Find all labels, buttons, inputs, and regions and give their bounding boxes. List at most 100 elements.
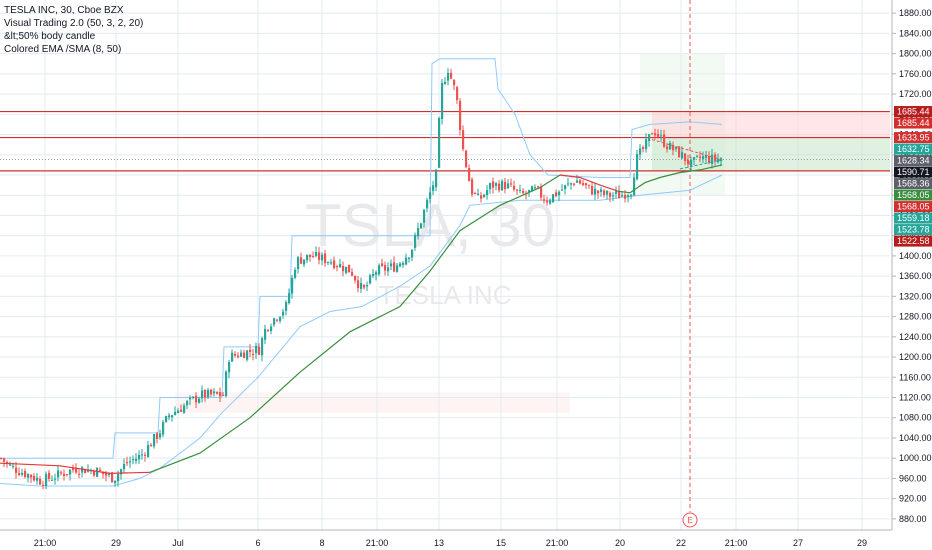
candle-body <box>45 474 48 487</box>
candle-body <box>642 147 645 149</box>
candle-body <box>462 130 465 150</box>
candle-body <box>381 263 384 266</box>
y-tick-label: 1840.00 <box>899 28 932 38</box>
candle-body <box>141 454 144 456</box>
candle-body <box>408 257 411 260</box>
candle-body <box>429 192 432 199</box>
candle-body <box>66 474 69 476</box>
candle-body <box>15 467 18 473</box>
candle-body <box>327 261 330 263</box>
candle-body <box>336 266 339 268</box>
candle-body <box>564 185 567 190</box>
candle-body <box>249 349 252 352</box>
candle-body <box>42 484 45 486</box>
candle-body <box>201 390 204 399</box>
candle-body <box>609 192 612 197</box>
x-tick-label: Jul <box>172 538 184 548</box>
candle-body <box>216 391 219 394</box>
candle-body <box>273 318 276 325</box>
price-badge <box>894 178 932 190</box>
x-tick-label: 8 <box>319 538 324 548</box>
candle-body <box>474 192 477 194</box>
candle-body <box>519 189 522 191</box>
candle-body <box>192 396 195 398</box>
candle-body <box>126 462 129 464</box>
price-badge-label: 1568.05 <box>897 202 930 212</box>
projection-line <box>679 159 723 170</box>
candle-body <box>234 354 237 356</box>
candle-body <box>594 188 597 195</box>
y-tick-label: 1240.00 <box>899 332 932 342</box>
candle-body <box>153 434 156 447</box>
candle-body <box>597 190 600 194</box>
y-tick-label: 1760.00 <box>899 69 932 79</box>
ema-green-line <box>617 164 723 194</box>
x-tick-label: 20 <box>615 538 625 548</box>
candle-body <box>9 464 12 466</box>
price-badge-label: 1632.75 <box>897 144 930 154</box>
legend-indicator-body-candle[interactable]: &lt;50% body candle <box>4 31 96 42</box>
candle-body <box>507 183 510 189</box>
candle-body <box>258 346 261 355</box>
legend-title[interactable]: TESLA INC, 30, Cboe BZX <box>4 5 124 16</box>
candle-body <box>711 154 714 164</box>
candle-body <box>81 467 84 473</box>
candle-body <box>213 391 216 394</box>
candle-body <box>60 472 63 474</box>
candle-body <box>147 445 150 457</box>
x-tick-label: 21:00 <box>546 538 569 548</box>
price-badge-label: 1568.36 <box>897 179 930 189</box>
candle-body <box>660 135 663 137</box>
candle-body <box>288 293 291 304</box>
candle-body <box>459 100 462 131</box>
x-tick-label: 21:00 <box>34 538 57 548</box>
candle-body <box>48 472 51 479</box>
candle-body <box>648 134 651 142</box>
candle-body <box>630 194 633 197</box>
candle-body <box>285 302 288 311</box>
price-badge <box>894 201 932 213</box>
candle-body <box>576 180 579 183</box>
price-badge-label: 1522.58 <box>897 236 930 246</box>
candle-body <box>663 134 666 147</box>
legend-indicator-visual-trading[interactable]: Visual Trading 2.0 (50, 3, 2, 20) <box>4 18 144 29</box>
candle-body <box>111 472 114 483</box>
ema-green-line <box>149 174 561 473</box>
candle-body <box>603 190 606 195</box>
y-tick-label: 1280.00 <box>899 312 932 322</box>
price-badge-label: 1568.05 <box>897 190 930 200</box>
candle-body <box>606 190 609 195</box>
price-badge <box>894 117 932 129</box>
legend-indicator-ema-sma[interactable]: Colored EMA /SMA (8, 50) <box>4 44 122 55</box>
candle-body <box>267 329 270 331</box>
candle-body <box>699 156 702 158</box>
candle-body <box>3 458 6 462</box>
candle-body <box>666 146 669 150</box>
candle-body <box>396 265 399 272</box>
candle-body <box>435 169 438 188</box>
candle-body <box>480 195 483 199</box>
candle-body <box>324 253 327 264</box>
candle-body <box>375 272 378 275</box>
channel-lower-line <box>0 174 723 487</box>
candle-body <box>672 144 675 151</box>
candle-body <box>687 159 690 165</box>
candle-body <box>291 277 294 294</box>
y-tick-label: 1600.00 <box>899 150 932 160</box>
candle-body <box>705 155 708 158</box>
projection-line <box>651 139 723 161</box>
candle-body <box>441 82 444 119</box>
y-tick-label: 1400.00 <box>899 251 932 261</box>
watermark-name: TESLA INC <box>379 280 512 310</box>
candle-body <box>438 118 441 168</box>
y-tick-label: 1800.00 <box>899 49 932 59</box>
y-tick-label: 1120.00 <box>899 393 931 403</box>
candle-body <box>636 153 639 180</box>
candle-body <box>318 252 321 261</box>
candle-body <box>390 263 393 267</box>
candle-body <box>378 265 381 275</box>
candle-body <box>669 142 672 150</box>
candle-body <box>231 352 234 362</box>
